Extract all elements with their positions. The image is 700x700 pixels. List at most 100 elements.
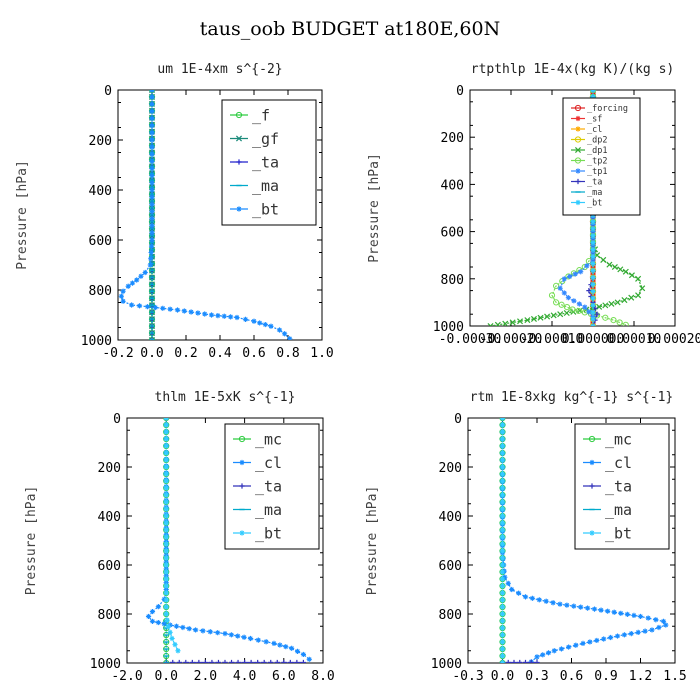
data-point: [586, 309, 592, 315]
data-point: [165, 623, 171, 629]
data-point: [175, 648, 181, 654]
data-point: [557, 311, 564, 318]
data-point: [611, 609, 617, 615]
y-tick-label: 1000: [431, 657, 462, 672]
data-point: [163, 492, 169, 498]
data-point: [247, 635, 254, 642]
data-point: [656, 624, 662, 631]
legend-marker: [238, 435, 246, 443]
data-point: [565, 295, 571, 301]
x-tick-label: 1.0: [310, 346, 333, 361]
legend-item-bt: _bt: [230, 200, 279, 218]
data-point: [228, 659, 235, 663]
legend-label: _ta: [605, 477, 632, 495]
data-point: [189, 659, 195, 663]
data-point: [215, 659, 222, 663]
data-point: [590, 274, 596, 281]
data-point: [553, 282, 560, 289]
data-point: [255, 637, 261, 643]
legend-item-cl: _cl: [571, 125, 602, 135]
data-point: [590, 295, 596, 301]
legend-item-gf: _gf: [230, 130, 279, 148]
legend-label: _gf: [252, 130, 279, 148]
data-point: [163, 471, 169, 477]
data-point: [553, 299, 560, 306]
data-point: [499, 499, 506, 505]
data-point: [163, 418, 169, 421]
data-point: [149, 165, 155, 172]
chart-title: um 1E-4xm s^{-2}: [157, 62, 282, 77]
data-point: [499, 527, 506, 533]
data-point: [608, 300, 615, 307]
data-point: [635, 275, 642, 282]
legend-item-ta: _ta: [583, 477, 632, 495]
data-point: [255, 659, 261, 663]
data-point: [602, 314, 609, 321]
data-point: [499, 576, 506, 582]
data-point: [499, 583, 506, 589]
data-point: [188, 309, 194, 315]
legend-label: _mc: [255, 430, 282, 448]
y-tick-label: 600: [89, 234, 112, 249]
data-point: [614, 299, 621, 306]
data-point: [263, 639, 269, 645]
data-point: [653, 617, 659, 623]
data-point: [149, 158, 155, 165]
legend-marker: [589, 459, 595, 466]
data-point: [152, 304, 158, 311]
data-point: [235, 659, 241, 663]
data-point: [637, 613, 644, 620]
data-point: [499, 639, 506, 645]
data-point: [499, 653, 506, 659]
data-point: [622, 268, 629, 275]
x-tick-label: 0.00020: [648, 332, 700, 347]
data-point: [163, 534, 169, 540]
data-point: [176, 659, 182, 663]
data-point: [587, 639, 593, 645]
data-point: [502, 574, 508, 580]
data-point: [180, 624, 186, 631]
data-point: [487, 322, 494, 326]
data-point: [242, 316, 249, 322]
data-point: [149, 215, 155, 222]
y-axis-label: Pressure [hPa]: [367, 153, 382, 263]
data-point: [502, 320, 509, 326]
data-point: [300, 651, 306, 658]
y-tick-label: 200: [98, 461, 121, 476]
data-point: [142, 269, 148, 276]
data-point: [149, 237, 155, 243]
data-point: [149, 123, 155, 129]
data-point: [575, 307, 582, 315]
data-point: [163, 429, 169, 435]
data-point: [499, 436, 506, 442]
data-point: [125, 283, 131, 289]
data-point: [561, 276, 567, 282]
data-point: [167, 306, 173, 312]
data-point: [590, 94, 596, 100]
data-point: [160, 305, 166, 311]
data-point: [501, 568, 507, 574]
data-point: [611, 263, 618, 271]
data-point: [557, 285, 563, 291]
data-point: [581, 309, 588, 316]
data-point: [621, 632, 627, 638]
data-point: [624, 611, 630, 617]
y-tick-label: 0: [456, 84, 464, 99]
x-tick-label: 0.0: [140, 346, 163, 361]
data-point: [584, 263, 590, 269]
legend-label: _ma: [605, 501, 632, 519]
data-point: [248, 659, 254, 663]
legend: _f _gf _ta _ma _bt: [221, 99, 317, 226]
data-point: [590, 240, 596, 246]
data-point: [557, 601, 563, 607]
data-point: [563, 309, 570, 317]
data-point: [163, 499, 169, 505]
legend-label: _ma: [255, 501, 282, 519]
data-point: [145, 613, 152, 620]
data-point: [635, 292, 642, 299]
plot-area: [145, 418, 312, 663]
data-point: [600, 256, 607, 263]
data-point: [628, 294, 635, 301]
data-point: [155, 619, 161, 626]
data-point: [163, 457, 169, 463]
